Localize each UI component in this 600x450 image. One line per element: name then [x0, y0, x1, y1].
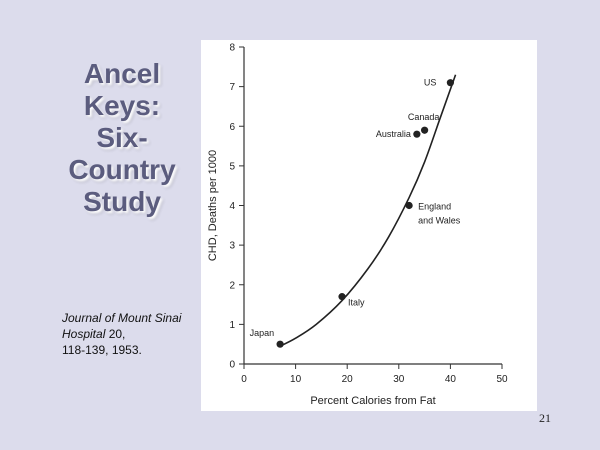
point-label: US — [424, 78, 437, 88]
data-point — [405, 201, 413, 210]
y-tick-label: 2 — [229, 280, 235, 291]
x-tick-label: 0 — [241, 374, 247, 385]
point-label: Australia — [376, 129, 411, 139]
data-point — [338, 293, 346, 301]
citation-volume: 20, — [108, 327, 126, 341]
y-tick-label: 8 — [229, 43, 235, 54]
y-tick-label: 3 — [229, 241, 235, 252]
y-tick-label: 1 — [229, 320, 235, 331]
title-line: Keys: — [83, 90, 161, 121]
data-point — [421, 126, 429, 134]
y-tick-label: 6 — [229, 122, 235, 133]
point-label: Japan — [250, 328, 275, 338]
trend-curve — [279, 74, 457, 347]
title-line: Study — [83, 186, 161, 217]
x-axis-label: Percent Calories from Fat — [310, 395, 435, 407]
title-line: Six- — [96, 122, 148, 153]
data-point — [276, 340, 284, 348]
point-label: Canada — [408, 112, 440, 122]
page-number: 21 — [539, 411, 551, 425]
citation-pages-year: 118-139, 1953. — [62, 343, 142, 357]
chart-panel: 0 10 20 30 40 50 0 1 2 3 4 5 6 7 8 Percent Calories fro… — [201, 40, 537, 411]
data-point — [413, 130, 421, 138]
y-tick-label: 4 — [229, 201, 235, 212]
title-line: Country — [68, 154, 176, 185]
x-tick-label: 50 — [496, 374, 508, 385]
y-tick-label: 5 — [229, 161, 235, 172]
point-label: and Wales — [418, 216, 461, 226]
slide-title: Ancel Keys: Six- Country Study — [52, 58, 192, 218]
point-label: Italy — [348, 298, 365, 308]
citation: Journal of Mount Sinai Hospital 20, 118-… — [62, 310, 202, 358]
point-label: England — [418, 202, 451, 212]
y-tick-label: 0 — [229, 360, 235, 371]
x-tick-label: 10 — [290, 374, 302, 385]
y-tick-label: 7 — [229, 82, 235, 93]
y-axis-label: CHD, Deaths per 1000 — [207, 150, 219, 261]
scatter-chart: 0 10 20 30 40 50 0 1 2 3 4 5 6 7 8 Percent Calories fro… — [207, 43, 508, 408]
x-tick-label: 30 — [393, 374, 405, 385]
x-tick-label: 20 — [342, 374, 354, 385]
x-tick-label: 40 — [445, 374, 457, 385]
data-point — [446, 79, 454, 87]
citation-journal: Journal of Mount Sinai Hospital — [62, 311, 182, 341]
title-line: Ancel — [83, 58, 161, 89]
